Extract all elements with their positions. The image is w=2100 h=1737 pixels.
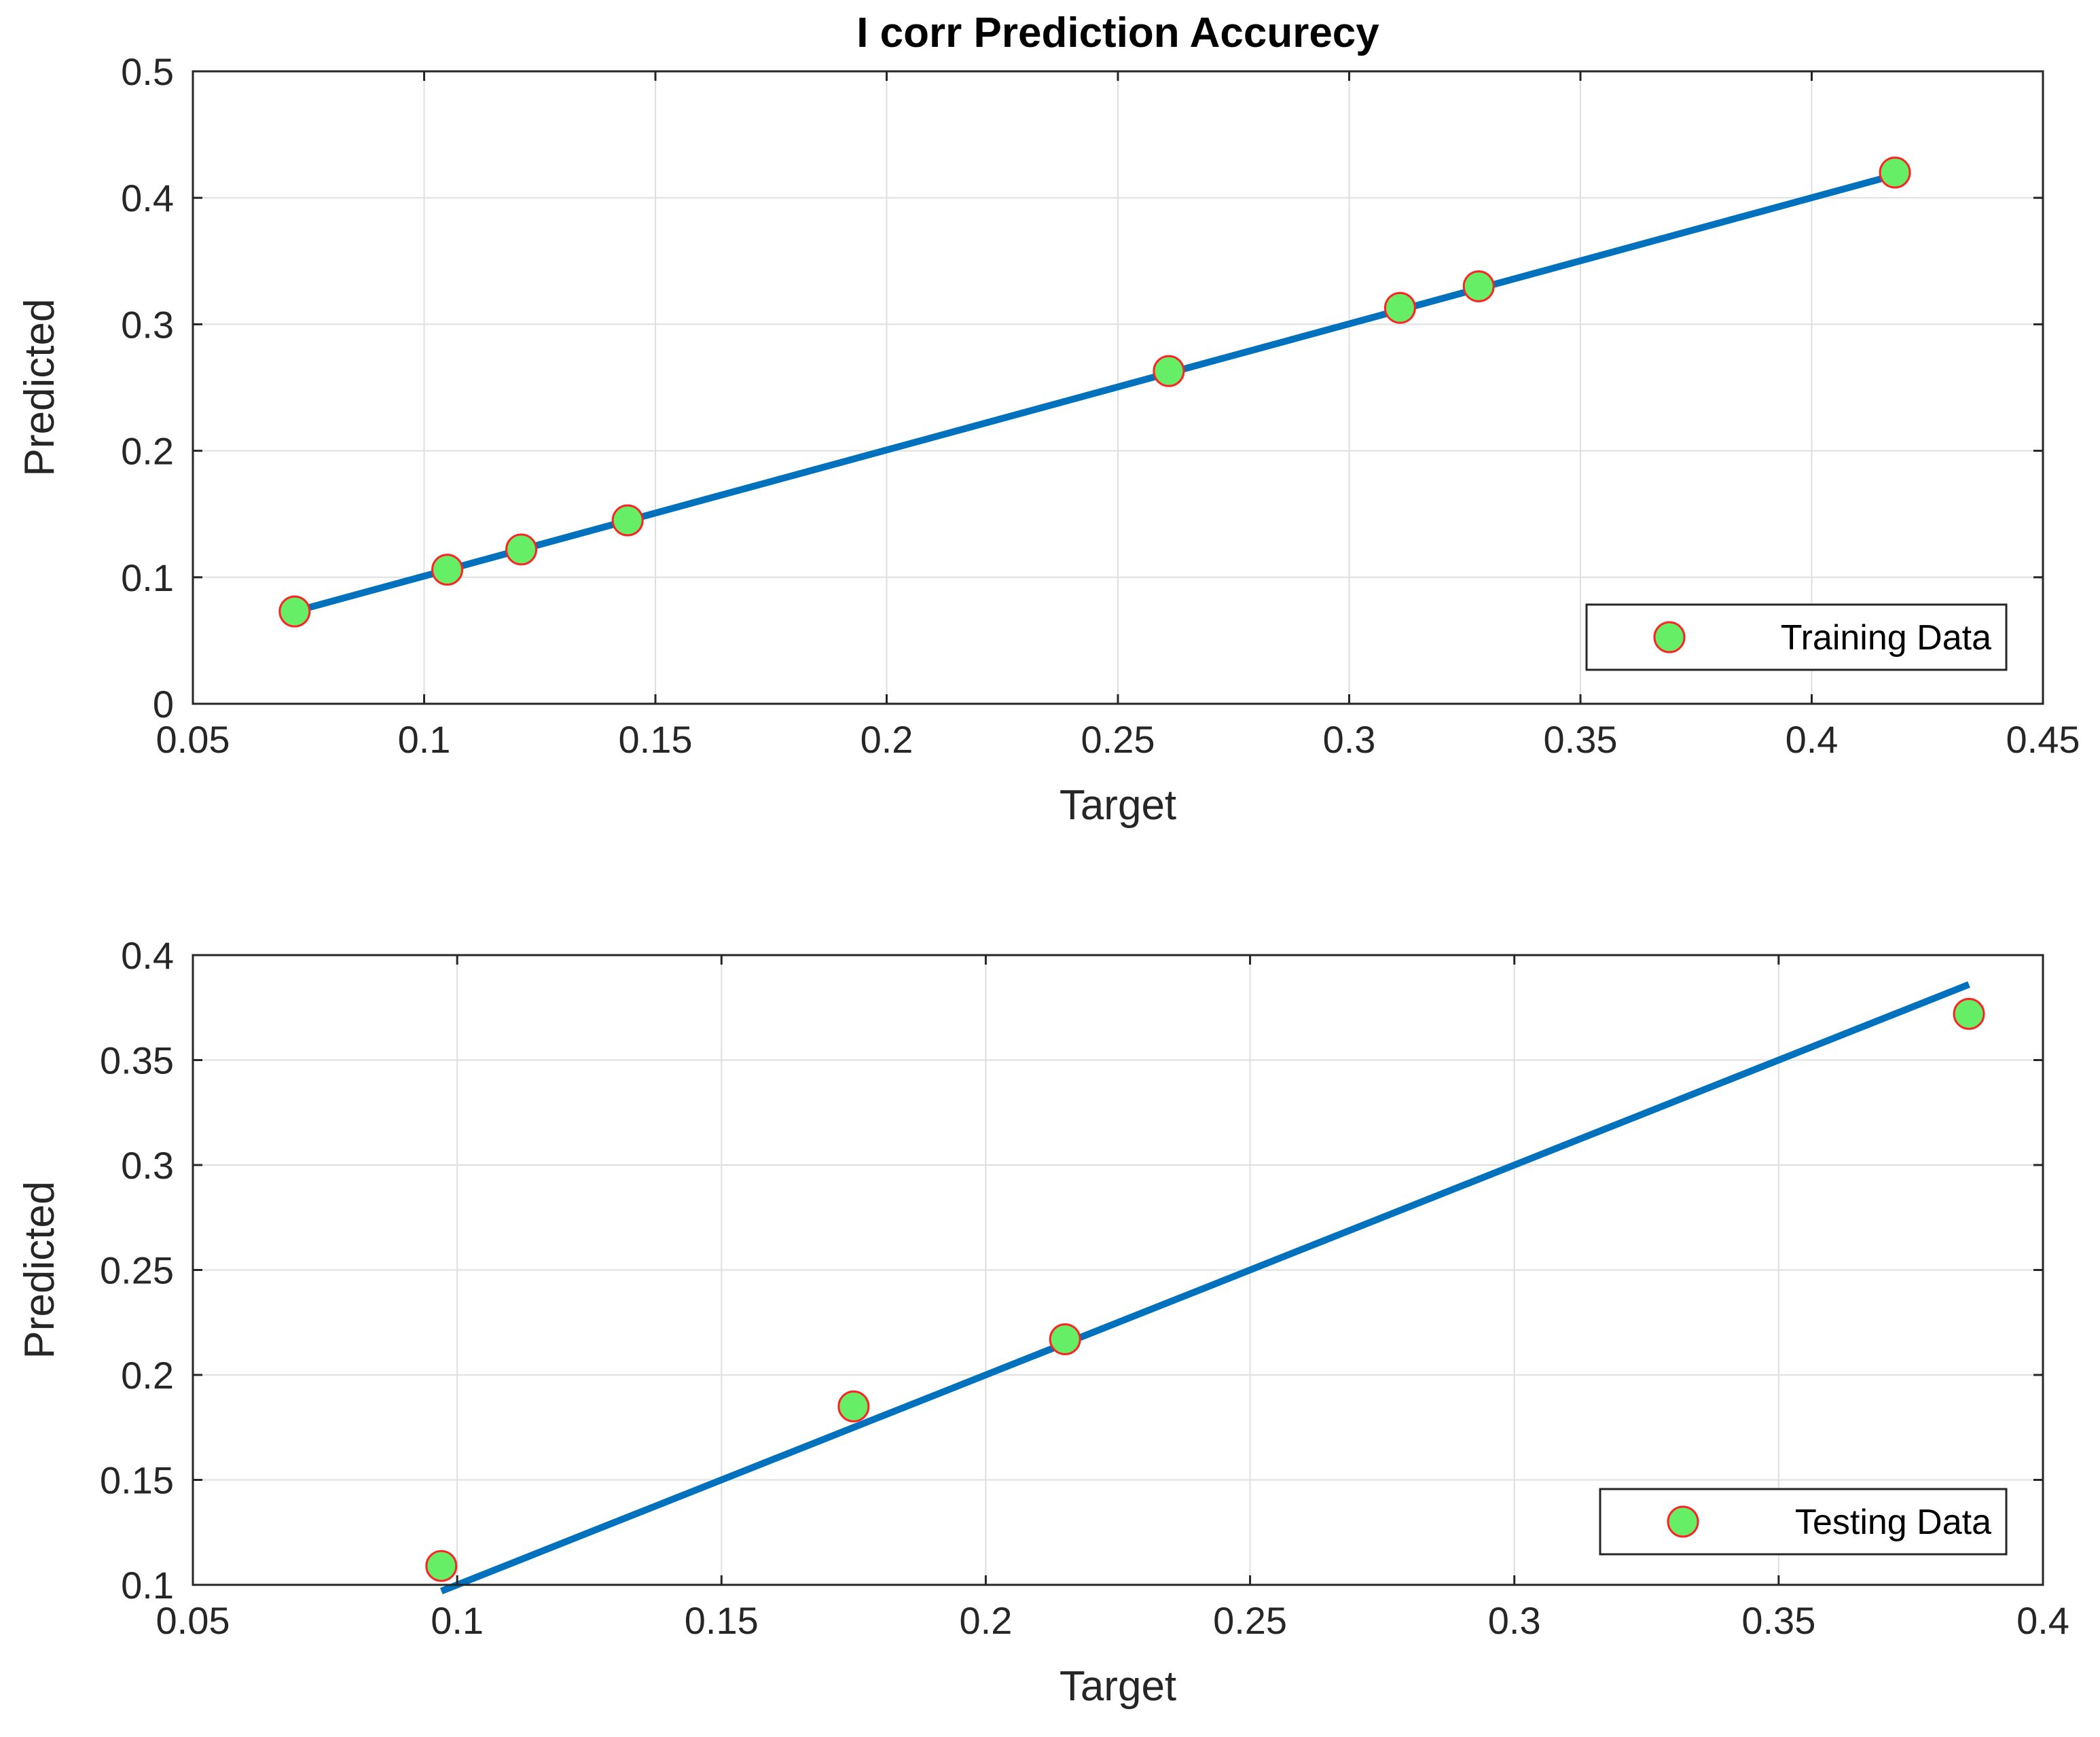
legend-marker: [1653, 621, 1686, 653]
x-tick-label: 0.1: [431, 1599, 484, 1642]
y-tick-label: 0.1: [121, 556, 174, 599]
y-tick-label: 0.4: [121, 934, 174, 977]
y-tick-label: 0.4: [121, 177, 174, 219]
x-tick-label: 0.1: [398, 718, 451, 761]
fit-line: [293, 171, 1896, 615]
y-tick-label: 0.3: [121, 1144, 174, 1187]
tick-labels: 0.05 0.1 0.15 0.2 0.25 0.3 0.35 0.4 0.45 0 0.1 0.2 0…: [121, 50, 2080, 761]
x-tick-label: 0.3: [1488, 1599, 1541, 1642]
data-point: [1153, 355, 1185, 387]
fit-line-group: [293, 171, 1896, 615]
x-tick-label: 0.4: [2016, 1599, 2069, 1642]
x-tick-label: 0.2: [861, 718, 913, 761]
y-axis-label: Predicted: [16, 1181, 63, 1359]
x-tick-label: 0.15: [685, 1599, 759, 1642]
data-points: [278, 156, 1911, 628]
chart-title: I corr Prediction Accurecy: [856, 10, 1379, 56]
data-point: [1049, 1323, 1081, 1355]
y-tick-label: 0: [153, 683, 174, 726]
data-point: [1462, 270, 1495, 303]
x-tick-label: 0.3: [1323, 718, 1376, 761]
legend: Training Data: [1585, 603, 2008, 671]
data-point: [611, 504, 644, 537]
fit-line-group: [439, 981, 1970, 1594]
y-tick-label: 0.15: [100, 1459, 174, 1502]
fit-line: [439, 981, 1970, 1594]
x-tick-label: 0.4: [1786, 718, 1839, 761]
data-point: [425, 1550, 458, 1582]
data-points: [425, 998, 1985, 1582]
x-tick-label: 0.05: [156, 1599, 230, 1642]
y-tick-label: 0.35: [100, 1039, 174, 1082]
x-tick-label: 0.35: [1741, 1599, 1815, 1642]
y-tick-label: 0.5: [121, 50, 174, 93]
x-tick-label: 0.45: [2006, 718, 2080, 761]
y-tick-label: 0.1: [121, 1564, 174, 1607]
x-tick-label: 0.25: [1081, 718, 1155, 761]
y-axis-label: Predicted: [16, 299, 63, 477]
x-tick-label: 0.2: [959, 1599, 1012, 1642]
data-point: [278, 595, 311, 628]
data-point: [505, 533, 538, 566]
x-axis-label: Target: [1060, 1663, 1176, 1710]
data-point: [1383, 291, 1416, 324]
x-tick-label: 0.25: [1213, 1599, 1287, 1642]
data-point: [837, 1390, 870, 1422]
testing-plot: 0.05 0.1 0.15 0.2 0.25 0.3 0.35 0.40.10.150.20.…: [16, 934, 2069, 1710]
x-axis-label: Target: [1060, 782, 1176, 829]
x-tick-label: 0.35: [1544, 718, 1618, 761]
legend: Testing Data: [1599, 1488, 2008, 1556]
y-tick-label: 0.25: [100, 1249, 174, 1292]
y-tick-label: 0.2: [121, 430, 174, 473]
y-tick-label: 0.2: [121, 1354, 174, 1397]
data-point: [1879, 156, 1911, 189]
x-tick-label: 0.05: [156, 718, 230, 761]
legend-label: Testing Data: [1795, 1503, 1991, 1542]
y-tick-label: 0.3: [121, 303, 174, 346]
data-point: [1953, 998, 1985, 1031]
legend-marker: [1667, 1505, 1699, 1538]
x-tick-label: 0.15: [619, 718, 693, 761]
data-point: [431, 554, 464, 586]
legend-label: Training Data: [1781, 618, 1991, 658]
tick-labels: 0.05 0.1 0.15 0.2 0.25 0.3 0.35 0.40.10.150.20.…: [100, 934, 2069, 1642]
training-plot: 0.05 0.1 0.15 0.2 0.25 0.3 0.35 0.4 0.45 0 0.1 0.2 0…: [16, 10, 2080, 829]
